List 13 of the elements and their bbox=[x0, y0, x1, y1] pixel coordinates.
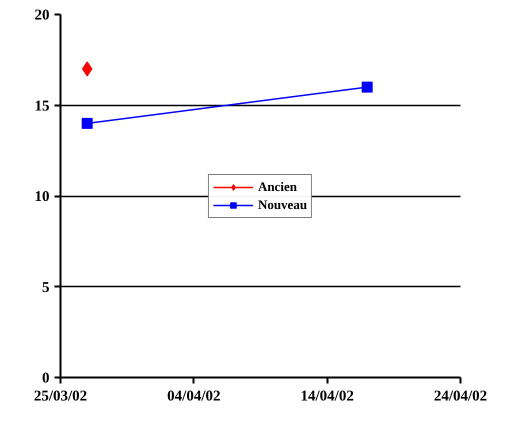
y-tick-label: 0 bbox=[42, 370, 50, 386]
x-tick-label: 24/04/02 bbox=[434, 388, 488, 404]
x-tick-label: 14/04/02 bbox=[300, 388, 354, 404]
x-tick-label: 25/03/02 bbox=[34, 388, 88, 404]
point bbox=[362, 82, 373, 93]
point bbox=[82, 118, 93, 129]
y-tick-label: 15 bbox=[34, 98, 50, 114]
y-tick-label: 10 bbox=[34, 189, 50, 205]
y-tick-label: 20 bbox=[34, 8, 50, 24]
legend-label: Ancien bbox=[258, 178, 297, 194]
legend-label: Nouveau bbox=[258, 196, 308, 212]
y-tick-label: 5 bbox=[42, 280, 50, 296]
x-tick-label: 04/04/02 bbox=[167, 388, 221, 404]
